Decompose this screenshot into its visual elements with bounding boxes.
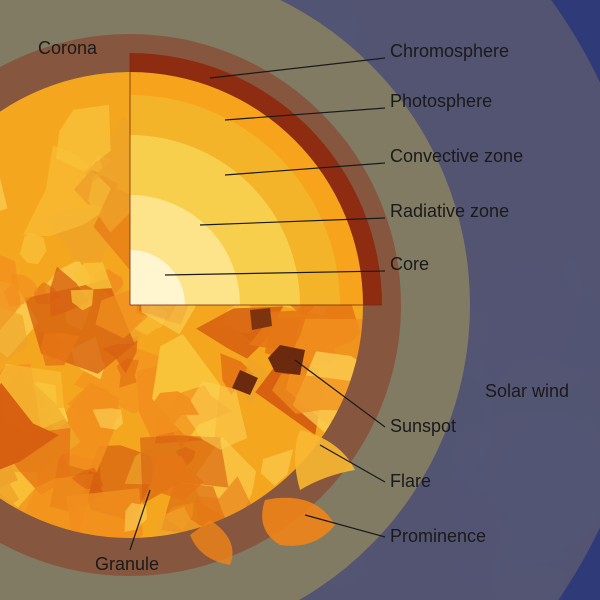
sun-structure-diagram: Corona Chromosphere Photosphere Convective … bbox=[0, 0, 600, 600]
label-granule: Granule bbox=[95, 554, 159, 575]
label-solar_wind: Solar wind bbox=[485, 381, 569, 402]
label-prominence: Prominence bbox=[390, 526, 486, 547]
label-convective: Convective zone bbox=[390, 146, 523, 167]
label-corona: Corona bbox=[38, 38, 97, 59]
diagram-svg bbox=[0, 0, 600, 600]
label-chromosphere: Chromosphere bbox=[390, 41, 509, 62]
label-flare: Flare bbox=[390, 471, 431, 492]
label-photosphere: Photosphere bbox=[390, 91, 492, 112]
label-radiative: Radiative zone bbox=[390, 201, 509, 222]
label-core: Core bbox=[390, 254, 429, 275]
label-sunspot: Sunspot bbox=[390, 416, 456, 437]
